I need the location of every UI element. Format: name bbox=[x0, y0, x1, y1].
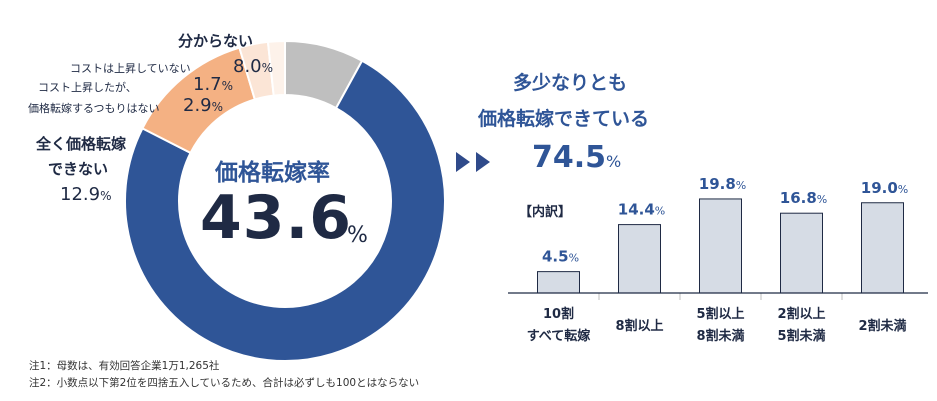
label-no-intent-1: コスト上昇したが、 bbox=[38, 81, 137, 94]
bar-chart: 4.5% 14.4% 19.8% 16.8% 19.0% bbox=[508, 175, 928, 300]
bar-value-label-1: 14.4% bbox=[618, 201, 665, 219]
right-total-unit: % bbox=[606, 152, 622, 171]
right-total: 74.5% bbox=[532, 140, 621, 175]
label-cannot-1: 全く価格転嫁 bbox=[36, 135, 127, 153]
label-no-intent-2: 価格転嫁するつもりはない bbox=[28, 102, 160, 115]
bar-category-label-2: 5割以上 8割未満 bbox=[683, 304, 759, 348]
bar-category-line: 10割 bbox=[542, 307, 575, 322]
note-1: 注1：母数は、有効回答企業1万1,265社 bbox=[29, 360, 220, 372]
right-heading-2: 価格転嫁できている bbox=[478, 108, 650, 130]
value-unknown: 8.0% bbox=[233, 56, 274, 77]
donut-hole bbox=[179, 95, 391, 307]
note-2: 注2：小数点以下第2位を四捨五入しているため、合計は必ずしも100とはならない bbox=[29, 377, 420, 389]
bar-value-label-3: 16.8% bbox=[780, 189, 827, 207]
bar-category-line: 8割未満 bbox=[696, 329, 745, 344]
donut-chart bbox=[124, 39, 446, 362]
bar-category-label-1: 8割以上 bbox=[602, 316, 678, 338]
bar-4 bbox=[861, 202, 904, 294]
arrow-icon-1 bbox=[456, 152, 470, 172]
value-no-rise: 1.7% bbox=[193, 74, 234, 95]
value-cannot: 12.9% bbox=[60, 184, 112, 205]
bar-category-label-0: 10割すべて転嫁 bbox=[521, 304, 597, 348]
value-no-intent: 2.9% bbox=[183, 95, 224, 116]
center-value: 43.6 bbox=[200, 183, 353, 253]
bar-value-label-2: 19.8% bbox=[699, 175, 746, 193]
bar-2 bbox=[699, 198, 742, 294]
bar-category-line: 2割以上 bbox=[777, 307, 826, 322]
bar-3 bbox=[780, 212, 823, 294]
bar-category-line: 5割未満 bbox=[777, 329, 826, 344]
right-heading-1: 多少なりとも bbox=[513, 72, 628, 94]
bar-1 bbox=[618, 224, 661, 294]
center-title: 価格転嫁率 bbox=[215, 160, 330, 186]
bar-category-line: 5割以上 bbox=[696, 307, 745, 322]
label-unknown: 分からない bbox=[178, 32, 254, 50]
right-total-value: 74.5 bbox=[532, 140, 607, 175]
label-no-rise: コストは上昇していない bbox=[70, 62, 191, 75]
bar-category-label-3: 2割以上 5割未満 bbox=[764, 304, 840, 348]
arrow-icon-2 bbox=[476, 152, 490, 172]
bar-0 bbox=[537, 271, 580, 294]
center-unit: % bbox=[347, 223, 368, 248]
label-cannot-2: できない bbox=[48, 160, 109, 178]
bar-value-label-4: 19.0% bbox=[861, 179, 908, 197]
bar-category-label-4: 2割未満 bbox=[845, 316, 921, 338]
bar-category-line: 2割未満 bbox=[858, 319, 907, 334]
bar-category-line: 8割以上 bbox=[615, 319, 664, 334]
bar-value-label-0: 4.5% bbox=[542, 248, 579, 266]
bar-category-line: すべて転嫁 bbox=[526, 329, 591, 344]
breakdown-title: 【内訳】 bbox=[519, 205, 572, 220]
